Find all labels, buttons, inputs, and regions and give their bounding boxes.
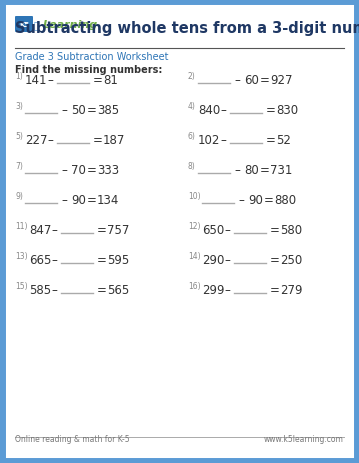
Text: =: =: [264, 194, 274, 207]
Text: 927: 927: [270, 75, 293, 88]
Text: Grade 3 Subtraction Worksheet: Grade 3 Subtraction Worksheet: [15, 52, 168, 62]
Text: =: =: [260, 164, 270, 177]
Text: 11): 11): [15, 221, 28, 231]
Text: =: =: [270, 284, 280, 297]
Text: =: =: [97, 254, 107, 267]
Text: =: =: [266, 134, 276, 147]
Text: 12): 12): [188, 221, 200, 231]
Text: =: =: [97, 284, 107, 297]
Text: 90: 90: [248, 194, 263, 207]
Text: 5): 5): [15, 131, 23, 141]
Text: –: –: [238, 194, 244, 207]
Text: –: –: [61, 104, 67, 117]
Text: 141: 141: [25, 75, 47, 88]
Text: 187: 187: [103, 134, 125, 147]
Text: –: –: [224, 254, 230, 267]
Text: 333: 333: [97, 164, 119, 177]
Text: 52: 52: [276, 134, 291, 147]
Text: =: =: [87, 164, 97, 177]
Text: 8): 8): [188, 162, 196, 171]
Text: =: =: [97, 224, 107, 237]
Text: =: =: [266, 104, 276, 117]
Text: –: –: [51, 254, 57, 267]
Text: 757: 757: [107, 224, 129, 237]
Text: 7): 7): [15, 162, 23, 171]
Text: 10): 10): [188, 192, 201, 200]
Text: =: =: [93, 75, 103, 88]
Text: 565: 565: [107, 284, 129, 297]
Text: Learning: Learning: [43, 20, 98, 30]
Text: 290: 290: [202, 254, 224, 267]
Text: 14): 14): [188, 251, 201, 260]
Text: 595: 595: [107, 254, 129, 267]
Text: 16): 16): [188, 282, 201, 290]
Text: 4): 4): [188, 102, 196, 111]
Text: –: –: [224, 284, 230, 297]
Text: 3): 3): [15, 102, 23, 111]
Text: –: –: [220, 134, 226, 147]
Text: 15): 15): [15, 282, 28, 290]
Text: 60: 60: [244, 75, 259, 88]
Text: 1): 1): [15, 72, 23, 81]
Text: 279: 279: [280, 284, 303, 297]
Text: 9): 9): [15, 192, 23, 200]
Text: =: =: [87, 104, 97, 117]
Text: =: =: [93, 134, 103, 147]
Text: 102: 102: [198, 134, 220, 147]
Text: 840: 840: [198, 104, 220, 117]
Text: 90: 90: [71, 194, 86, 207]
Text: 134: 134: [97, 194, 120, 207]
Text: –: –: [234, 75, 240, 88]
Text: –: –: [61, 164, 67, 177]
Text: 847: 847: [29, 224, 51, 237]
Text: 2): 2): [188, 72, 196, 81]
Text: =: =: [270, 224, 280, 237]
Text: =: =: [270, 254, 280, 267]
Text: www.k5learning.com: www.k5learning.com: [264, 434, 344, 443]
Text: 880: 880: [274, 194, 296, 207]
Text: =: =: [87, 194, 97, 207]
Text: 299: 299: [202, 284, 224, 297]
Text: 250: 250: [280, 254, 302, 267]
Text: –: –: [47, 134, 53, 147]
Text: 13): 13): [15, 251, 28, 260]
Text: 830: 830: [276, 104, 298, 117]
Text: 6): 6): [188, 131, 196, 141]
Text: Subtracting whole tens from a 3-digit number: Subtracting whole tens from a 3-digit nu…: [15, 21, 359, 36]
Text: 585: 585: [29, 284, 51, 297]
FancyBboxPatch shape: [15, 17, 33, 33]
Text: –: –: [61, 194, 67, 207]
Text: –: –: [224, 224, 230, 237]
Text: 580: 580: [280, 224, 302, 237]
Text: –: –: [234, 164, 240, 177]
Text: –: –: [47, 75, 53, 88]
Text: 70: 70: [71, 164, 86, 177]
Text: K5: K5: [19, 22, 29, 28]
Text: –: –: [220, 104, 226, 117]
Text: 50: 50: [71, 104, 86, 117]
Text: Online reading & math for K-5: Online reading & math for K-5: [15, 434, 130, 443]
Text: Find the missing numbers:: Find the missing numbers:: [15, 65, 162, 75]
Text: 665: 665: [29, 254, 51, 267]
Text: ⚾: ⚾: [33, 20, 39, 30]
Text: 81: 81: [103, 75, 118, 88]
Text: 80: 80: [244, 164, 259, 177]
Text: 650: 650: [202, 224, 224, 237]
Text: –: –: [51, 224, 57, 237]
Text: =: =: [260, 75, 270, 88]
Text: 385: 385: [97, 104, 119, 117]
Text: 731: 731: [270, 164, 292, 177]
Text: 227: 227: [25, 134, 47, 147]
Text: –: –: [51, 284, 57, 297]
